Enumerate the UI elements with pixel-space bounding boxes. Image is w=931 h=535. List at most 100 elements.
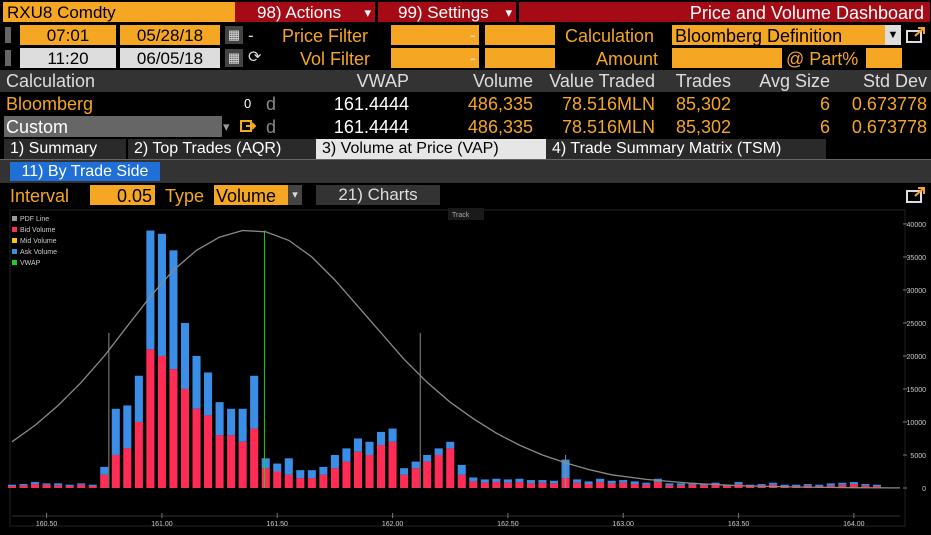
chart-area: 0 5000 10000 15000 20000 25000 30000 35000 40000…: [0, 208, 931, 530]
participation-input[interactable]: [866, 48, 902, 68]
bid-volume-bar: [296, 478, 305, 488]
bid-volume-bar: [250, 428, 259, 488]
bid-volume-bar: [365, 454, 374, 488]
bid-volume-bar: [653, 482, 662, 488]
plot-frame: [9, 209, 906, 527]
actions-menu[interactable]: 98) Actions ▾: [235, 2, 375, 22]
ask-volume-bar: [123, 405, 132, 449]
end-time-input[interactable]: 11:20: [20, 48, 116, 68]
charts-button[interactable]: 21) Charts: [316, 185, 440, 205]
interval-input[interactable]: 0.05: [90, 185, 155, 206]
ask-volume-bar: [630, 481, 639, 485]
bid-volume-bar: [826, 485, 835, 488]
tab-volume-at-price[interactable]: 3) Volume at Price (VAP): [316, 139, 552, 159]
start-date-input[interactable]: 05/28/18: [120, 25, 220, 45]
export-icon[interactable]: [905, 26, 927, 44]
ask-volume-bar: [400, 468, 409, 475]
calendar-icon[interactable]: ▦: [225, 26, 243, 44]
row-volume: 486,335: [467, 117, 533, 137]
amount-input[interactable]: [672, 48, 782, 68]
bid-volume-bar: [353, 451, 363, 488]
vol-filter-min[interactable]: [391, 48, 479, 68]
bid-volume-bar: [342, 461, 351, 488]
subtab-by-trade-side[interactable]: 11) By Trade Side: [10, 162, 160, 181]
bid-volume-bar: [746, 486, 755, 488]
bid-volume-bar: [273, 471, 282, 488]
bid-volume-bar: [238, 441, 247, 488]
row-d: d: [266, 117, 277, 137]
ask-volume-bar: [365, 441, 374, 455]
bid-volume-bar: [861, 485, 870, 488]
calendar-icon[interactable]: ▦: [225, 49, 243, 67]
bid-volume-bar: [480, 482, 489, 488]
bid-volume-bar: [180, 388, 190, 488]
ask-volume-bar: [676, 483, 685, 486]
table-row[interactable]: Custom ▾ d 161.4444 486,335 78.516MLN 85…: [0, 115, 931, 138]
price-filter-min[interactable]: [391, 25, 479, 45]
ask-volume-bar: [780, 484, 789, 487]
ask-volume-bar: [423, 454, 432, 462]
filter-row-2: 11:20 06/05/18 ▦ ⟳ Vol Filter - Amount @…: [0, 47, 931, 70]
chevron-down-icon[interactable]: ▼: [885, 25, 901, 45]
chevron-down-icon[interactable]: ▾: [288, 185, 302, 205]
ask-volume-bar: [757, 484, 766, 486]
ask-volume-bar: [446, 441, 455, 449]
ask-volume-bar: [31, 482, 40, 485]
bid-volume-bar: [630, 484, 639, 488]
tab-trade-summary-matrix[interactable]: 4) Trade Summary Matrix (TSM): [546, 139, 826, 159]
end-date-input[interactable]: 06/05/18: [120, 48, 220, 68]
bid-volume-bar: [307, 478, 316, 488]
bid-volume-bar: [100, 474, 109, 488]
refresh-icon[interactable]: ⟳: [248, 49, 262, 66]
vol-filter-dash: -: [470, 49, 476, 68]
bid-volume-bar: [872, 486, 881, 488]
track-button[interactable]: Track: [448, 208, 484, 220]
legend-swatch: [12, 238, 17, 243]
ask-volume-bar: [42, 483, 51, 485]
bid-volume-bar: [538, 482, 547, 488]
x-tick-label: 161.00: [151, 521, 173, 528]
start-time-input[interactable]: 07:01: [20, 25, 116, 45]
col-std-dev: Std Dev: [862, 71, 927, 91]
chevron-down-icon[interactable]: ▾: [223, 119, 230, 134]
bid-volume-bar: [446, 448, 455, 488]
type-label: Type: [165, 186, 205, 206]
type-select[interactable]: Volume: [214, 185, 288, 206]
x-tick-label: 164.00: [843, 521, 865, 528]
ask-volume-bar: [296, 470, 305, 479]
custom-name-input[interactable]: Custom: [4, 116, 222, 137]
tab-top-trades[interactable]: 2) Top Trades (AQR): [128, 139, 316, 159]
ask-volume-bar: [538, 480, 547, 483]
row-index: 0: [244, 96, 252, 111]
table-row[interactable]: Bloomberg 0 d 161.4444 486,335 78.516MLN…: [0, 92, 931, 115]
export-icon[interactable]: [905, 186, 927, 204]
ask-volume-bar: [388, 428, 397, 442]
ask-volume-bar: [342, 448, 351, 462]
export-arrow-icon[interactable]: [240, 118, 257, 134]
y-tick-label: 35000: [907, 255, 927, 262]
calculation-select[interactable]: Bloomberg Definition: [672, 25, 885, 46]
price-filter-max[interactable]: [485, 25, 555, 45]
ask-volume-bar: [734, 482, 743, 485]
ask-volume-bar: [515, 478, 524, 483]
dashboard-title: Price and Volume Dashboard: [519, 2, 930, 23]
settings-label: 99) Settings: [398, 3, 489, 22]
ask-volume-bar: [711, 482, 720, 485]
col-trades: Trades: [675, 71, 731, 91]
ticker-field[interactable]: RXU8 Comdty: [3, 2, 235, 22]
ask-volume-bar: [457, 464, 466, 475]
ask-volume-bar: [411, 461, 420, 469]
ask-volume-bar: [573, 479, 582, 483]
tab-summary[interactable]: 1) Summary: [4, 139, 126, 159]
vol-filter-max[interactable]: [485, 48, 555, 68]
ask-volume-bar: [872, 484, 881, 487]
ask-volume-bar: [838, 482, 847, 485]
x-tick-label: 162.50: [497, 521, 519, 528]
bid-volume-bar: [711, 484, 720, 488]
col-calculation: Calculation: [6, 71, 96, 91]
bid-volume-bar: [596, 482, 605, 488]
bid-volume-bar: [469, 481, 478, 488]
actions-label: 98) Actions: [257, 3, 342, 22]
settings-menu[interactable]: 99) Settings ▾: [378, 2, 516, 22]
ask-volume-bar: [238, 408, 247, 442]
